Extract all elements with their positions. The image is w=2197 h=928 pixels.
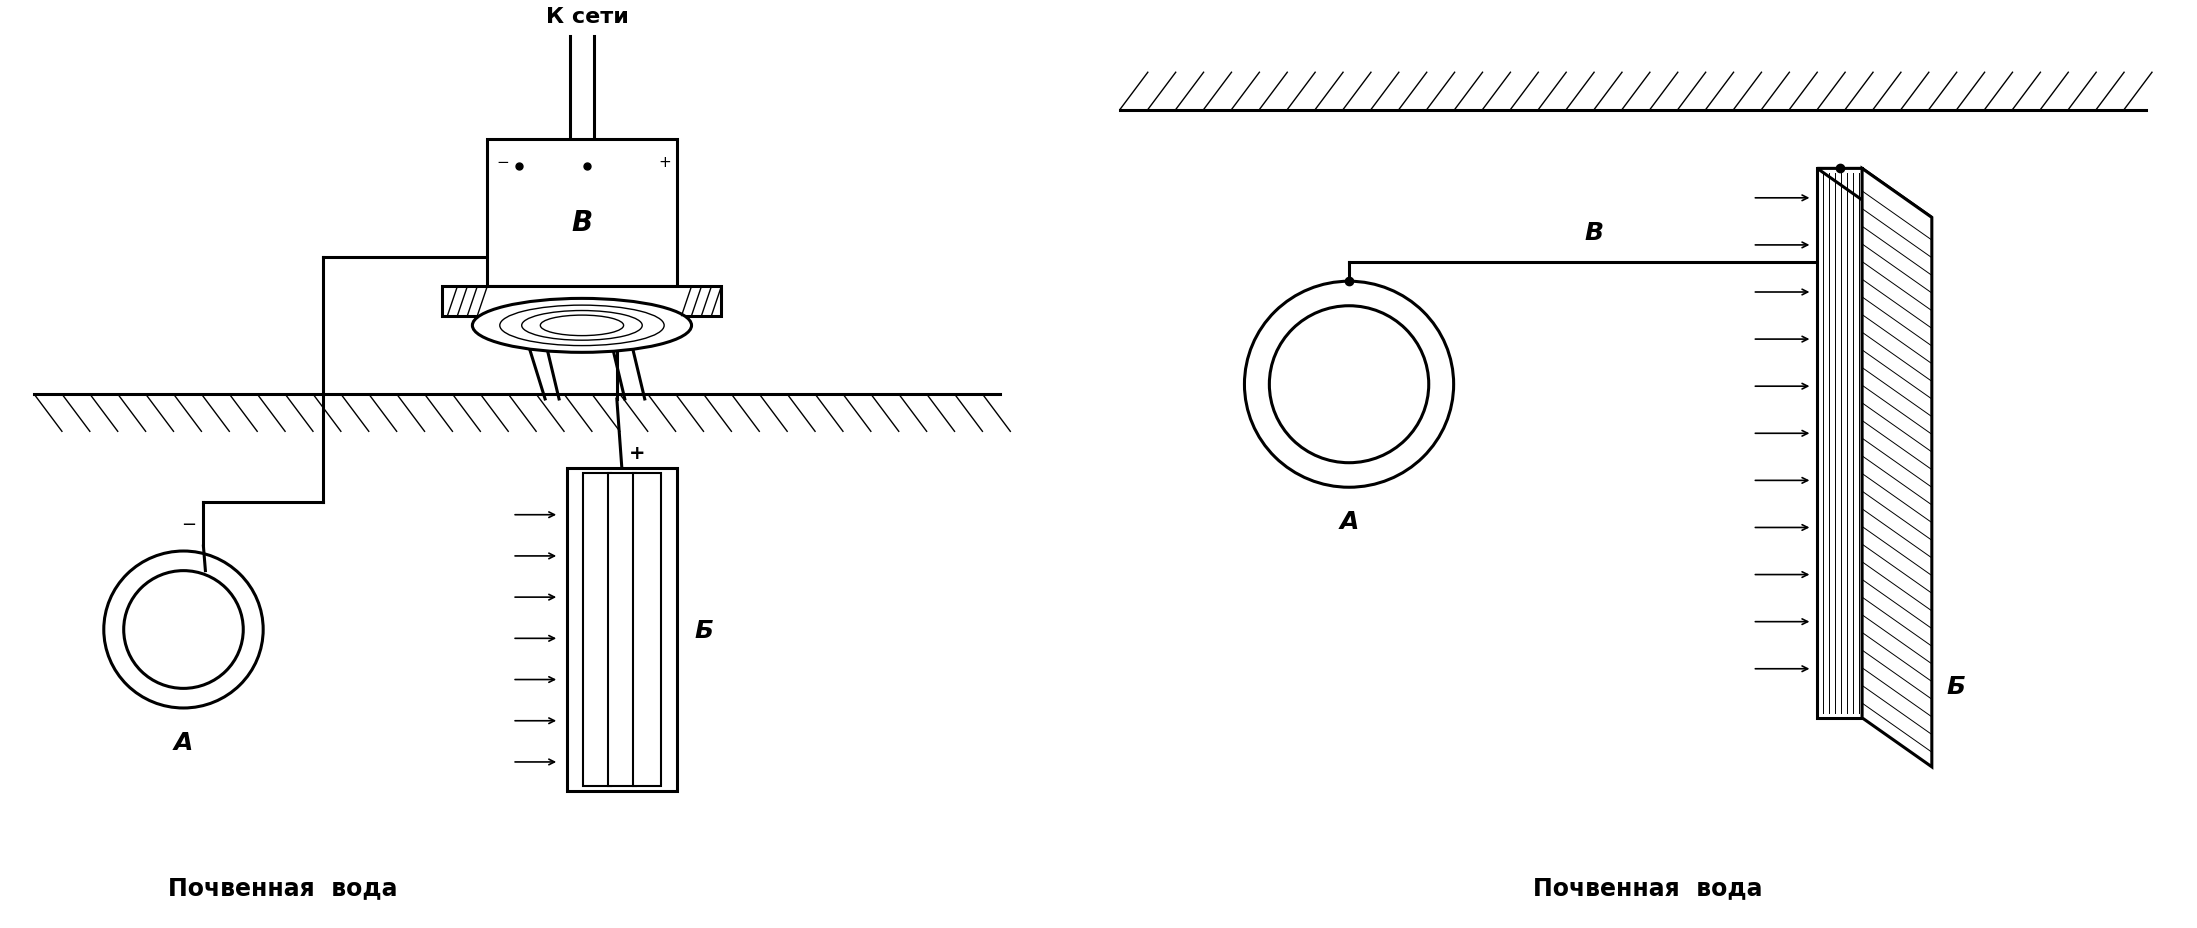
Polygon shape bbox=[1863, 169, 1931, 767]
Bar bbox=[1817, 169, 1863, 718]
Text: B: B bbox=[571, 209, 593, 237]
Circle shape bbox=[123, 571, 244, 689]
Polygon shape bbox=[1817, 169, 1931, 218]
Text: Почвенная  вода: Почвенная вода bbox=[169, 875, 398, 899]
Bar bbox=[442, 287, 721, 316]
Text: Почвенная  вода: Почвенная вода bbox=[1534, 875, 1762, 899]
Bar bbox=[582, 473, 611, 787]
Bar bbox=[609, 473, 635, 787]
Text: B: B bbox=[1584, 221, 1604, 245]
Text: Б: Б bbox=[694, 618, 714, 642]
Bar bbox=[567, 468, 677, 792]
Text: +: + bbox=[628, 444, 646, 463]
Text: +: + bbox=[659, 155, 670, 170]
Text: −: − bbox=[180, 515, 196, 533]
Circle shape bbox=[1244, 282, 1454, 488]
Text: A: A bbox=[1340, 509, 1358, 534]
Ellipse shape bbox=[472, 299, 692, 353]
Text: A: A bbox=[174, 729, 193, 754]
Bar bbox=[488, 140, 677, 287]
Text: Б: Б bbox=[1947, 675, 1966, 699]
Text: −: − bbox=[497, 155, 510, 170]
Circle shape bbox=[1270, 306, 1428, 463]
Text: К сети: К сети bbox=[545, 7, 628, 27]
Circle shape bbox=[103, 551, 264, 708]
Bar bbox=[633, 473, 661, 787]
